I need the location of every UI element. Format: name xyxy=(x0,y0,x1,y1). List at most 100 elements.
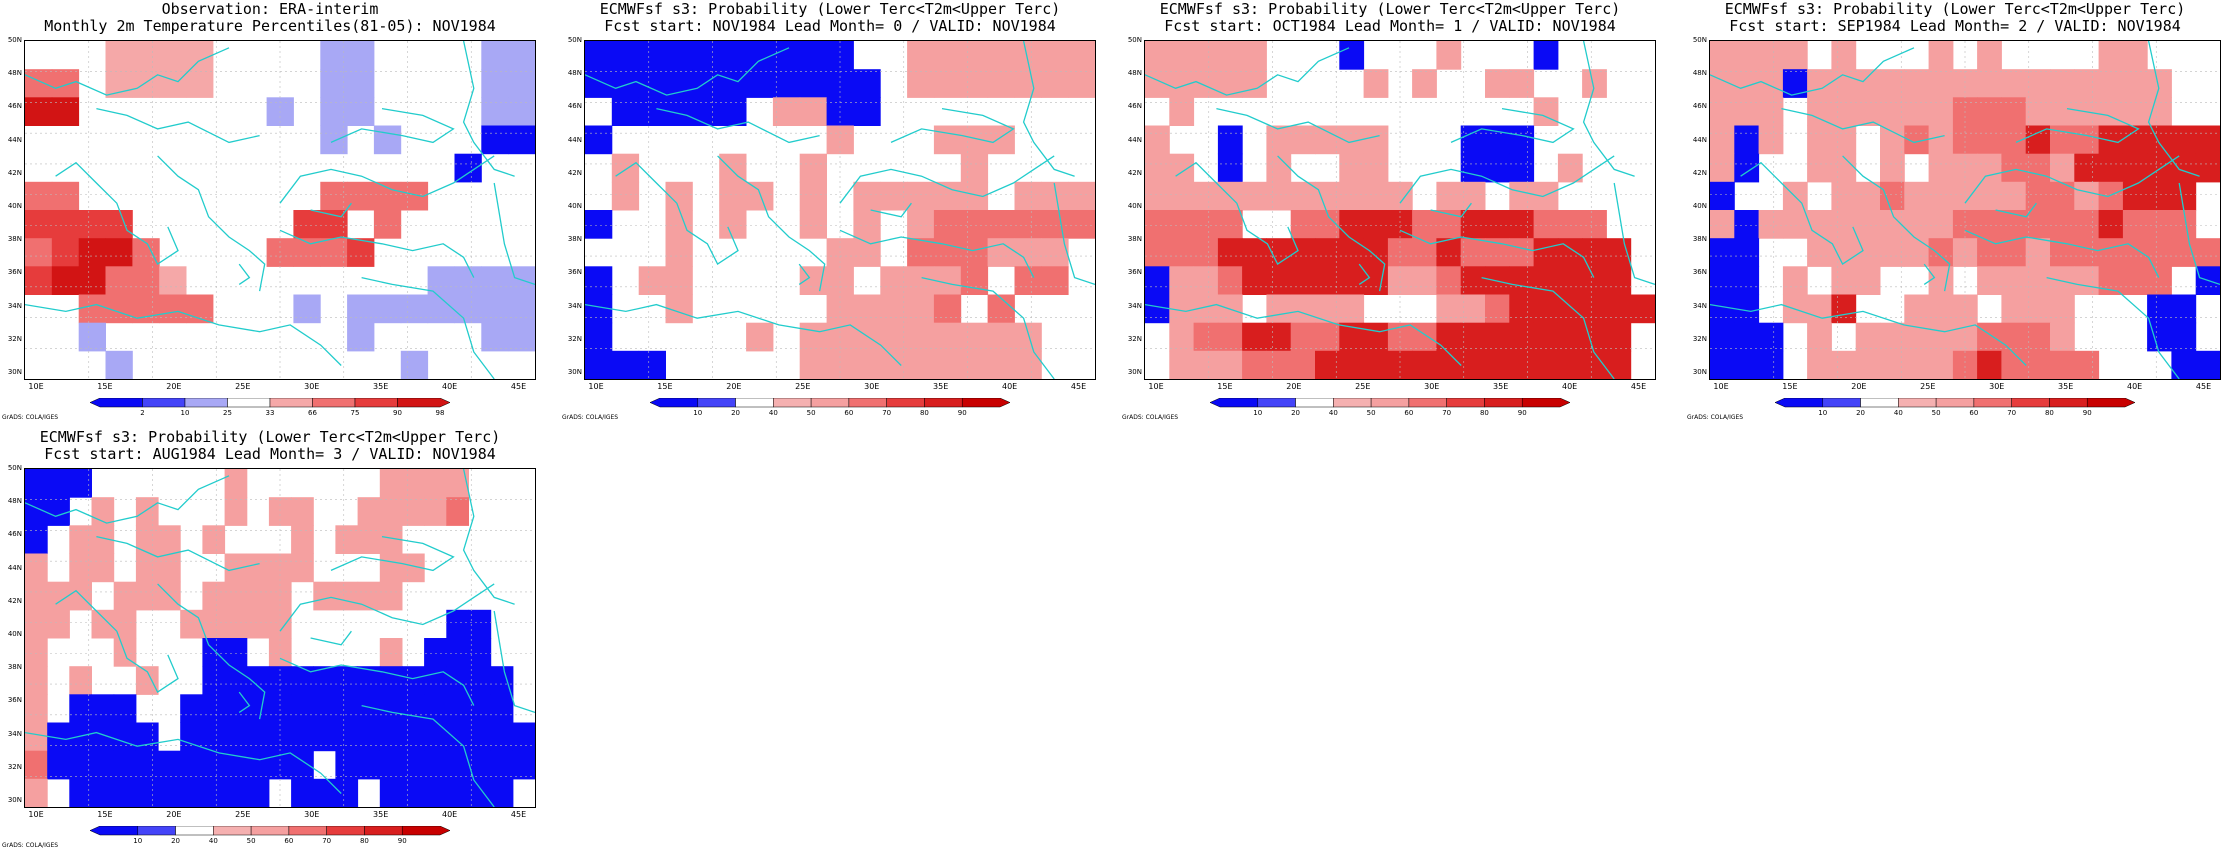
grid-cell xyxy=(1460,294,1486,324)
grid-cell xyxy=(1315,238,1340,267)
y-tick-label: 44N xyxy=(1692,135,1707,144)
grid-cell xyxy=(1193,322,1219,352)
grid-cell xyxy=(1855,266,1881,295)
y-tick-label: 48N xyxy=(1692,69,1707,78)
colorbar-segment xyxy=(401,826,450,836)
heatmap-svg xyxy=(25,41,535,379)
grid-cell xyxy=(1734,238,1760,267)
grid-cell xyxy=(1014,210,1042,239)
grid-cell xyxy=(1782,266,1808,295)
map-area xyxy=(584,40,1096,380)
grid-cell xyxy=(51,238,80,267)
x-tick-label: 20E xyxy=(1851,382,1867,391)
colorbar-segment xyxy=(961,398,1010,408)
grid-cell xyxy=(224,497,248,526)
coastline xyxy=(1964,155,2180,204)
grid-cell xyxy=(347,238,375,267)
grid-cell xyxy=(1904,69,1930,98)
grid-cell xyxy=(105,266,133,295)
grid-cell xyxy=(638,41,666,70)
x-tick-label: 45E xyxy=(1070,382,1087,391)
grid-cell xyxy=(1710,266,1735,295)
grid-cell xyxy=(1582,69,1607,98)
grid-cell xyxy=(1758,350,1784,379)
grid-cell xyxy=(2098,210,2124,239)
grid-cell xyxy=(78,294,106,324)
grid-cell xyxy=(1266,181,1292,211)
grid-cell xyxy=(268,497,292,526)
grid-cell xyxy=(638,266,666,295)
colorbar-segment xyxy=(1973,398,2012,408)
grid-cell xyxy=(268,581,292,611)
grid-cell xyxy=(2025,210,2051,239)
grid-cell xyxy=(799,350,827,379)
grid-cell xyxy=(335,750,359,780)
colorbar-label: 2 xyxy=(140,409,145,417)
grid-cell xyxy=(446,469,469,498)
grid-cell xyxy=(78,210,106,239)
grid-cell xyxy=(1014,41,1042,70)
grid-cell xyxy=(1928,41,1954,70)
grid-cell xyxy=(202,638,226,667)
grid-cell xyxy=(1315,322,1340,352)
grid-cell xyxy=(1533,41,1559,70)
grid-cell xyxy=(446,666,469,695)
grid-cell xyxy=(1734,153,1760,183)
coastline xyxy=(1842,155,1951,292)
x-tick-label: 35E xyxy=(373,810,389,819)
panel-obs: Observation: ERA-interim Monthly 2m Tempe… xyxy=(0,0,540,421)
grid-cell xyxy=(379,497,403,526)
grid-cell xyxy=(1145,125,1170,155)
grid-cell xyxy=(1145,181,1170,211)
grid-cell xyxy=(853,350,881,379)
grads-credit: GrADS: COLA/IGES xyxy=(2,414,59,421)
panel-title-line1: ECMWFsf s3: Probability (Lower Terc<T2m<… xyxy=(599,0,1061,18)
heatmap-svg xyxy=(1710,41,2220,379)
grid-cell xyxy=(1533,350,1559,379)
panel-title-line2: Fcst start: AUG1984 Lead Month= 3 / VALI… xyxy=(44,445,496,463)
grid-cell xyxy=(2001,350,2027,379)
heatmap-svg xyxy=(25,469,535,807)
grid-cell xyxy=(1533,97,1559,126)
grid-cell xyxy=(202,778,226,807)
grid-cell xyxy=(1339,238,1365,267)
grid-cell xyxy=(719,181,747,211)
grid-cell xyxy=(2025,97,2051,126)
grid-cell xyxy=(268,638,292,667)
grid-cell xyxy=(51,97,80,126)
grid-cell xyxy=(1952,350,1978,379)
grid-cell xyxy=(379,750,403,780)
coastline xyxy=(310,630,352,646)
grid-cell xyxy=(960,41,989,70)
colorbar-label: 98 xyxy=(435,409,445,417)
grid-cell xyxy=(25,553,48,583)
grid-cell xyxy=(2001,210,2027,239)
grid-cell xyxy=(373,210,402,239)
colorbar-segment xyxy=(227,398,271,408)
grid-cell xyxy=(1831,210,1857,239)
grid-cell xyxy=(1068,69,1095,98)
coastline xyxy=(1923,263,1936,285)
grid-cell xyxy=(2171,294,2197,324)
grid-cell xyxy=(907,266,935,295)
grid-cell xyxy=(25,238,53,267)
grid-cell xyxy=(202,666,226,695)
grid-cell xyxy=(1169,266,1195,295)
colorbar xyxy=(1210,398,1570,408)
grid-cell xyxy=(1217,322,1243,352)
map-area xyxy=(24,40,536,380)
grid-cell xyxy=(933,266,962,295)
grid-cell xyxy=(826,350,854,379)
grid-cell xyxy=(1977,41,2002,70)
grid-cell xyxy=(1880,350,1905,379)
grid-cell xyxy=(1928,294,1954,324)
colorbar-label: 70 xyxy=(1442,409,1452,417)
grid-cell xyxy=(880,266,908,295)
grid-cell xyxy=(1928,97,1954,126)
grid-cell xyxy=(1831,266,1857,295)
grid-cell xyxy=(113,581,137,611)
grid-cell xyxy=(135,666,159,695)
grid-cell xyxy=(1509,153,1535,183)
grid-cell xyxy=(1014,69,1042,98)
colorbar-segment xyxy=(354,398,398,408)
